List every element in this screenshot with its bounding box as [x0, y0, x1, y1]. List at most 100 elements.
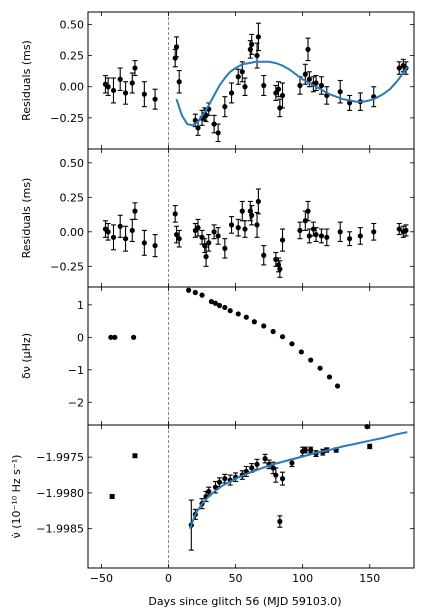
y-tick-label: 0.00	[60, 226, 85, 239]
data-point	[289, 341, 295, 347]
data-point	[261, 323, 267, 329]
data-point	[195, 225, 201, 231]
data-point	[222, 104, 228, 110]
x-tick-label: 50	[229, 572, 243, 585]
data-point	[275, 86, 282, 92]
data-point	[129, 227, 135, 234]
data-point	[215, 233, 221, 239]
data-point	[199, 292, 205, 298]
panel-2: 0.50 0.25 0.00 −0.25 Residuals (ms)	[20, 148, 415, 288]
y-tick-label: 0.25	[60, 191, 85, 204]
data-point	[357, 233, 363, 239]
data-point	[173, 231, 180, 238]
data-point	[308, 357, 314, 363]
data-point	[318, 82, 325, 89]
data-point	[222, 245, 228, 251]
data-point	[308, 447, 314, 453]
data-point	[277, 105, 283, 111]
y-tick-label: 1	[77, 299, 84, 312]
axes-frame	[87, 148, 415, 288]
data-point	[105, 229, 111, 235]
data-point	[203, 112, 209, 118]
data-point	[152, 243, 158, 249]
data-point	[141, 240, 147, 246]
data-point	[222, 476, 228, 482]
x-tick-label: 100	[292, 572, 313, 585]
data-point	[211, 229, 217, 235]
data-point	[122, 236, 129, 242]
data-point	[243, 314, 249, 320]
data-point	[273, 472, 279, 478]
data-point	[249, 41, 255, 47]
data-point	[222, 304, 228, 311]
data-point	[313, 231, 319, 238]
model-curve	[189, 431, 408, 530]
data-point	[396, 65, 402, 71]
data-point	[302, 447, 308, 453]
data-point	[255, 34, 261, 40]
data-point	[206, 488, 212, 495]
data-point	[298, 349, 304, 355]
data-point	[239, 69, 245, 75]
data-point	[215, 130, 221, 136]
y-tick-label: −2	[68, 396, 84, 409]
axes-frame	[87, 286, 415, 426]
data-point	[212, 484, 219, 490]
data-point	[254, 222, 260, 228]
data-point	[228, 90, 235, 96]
data-point	[277, 266, 283, 272]
data-point	[112, 334, 118, 340]
data-point	[396, 226, 402, 232]
data-point	[203, 254, 209, 260]
data-point	[108, 334, 114, 340]
y-tick-label: −0.25	[50, 260, 84, 273]
data-point-square	[109, 494, 115, 499]
data-point	[122, 90, 129, 96]
axes-frame	[87, 424, 415, 569]
data-point	[251, 319, 257, 325]
y-tick-label: −1	[68, 364, 84, 377]
data-point	[254, 461, 260, 467]
data-point	[239, 208, 245, 214]
data-point	[208, 299, 215, 305]
x-tick-label: 150	[359, 572, 380, 585]
data-point	[337, 229, 343, 235]
data-point	[254, 52, 260, 59]
data-point	[347, 236, 353, 242]
y-tick-label: −1.9985	[36, 523, 84, 536]
data-point	[117, 223, 123, 229]
data-point	[305, 208, 311, 214]
data-point	[235, 74, 241, 80]
x-axis-label: Days since glitch 56 (MJD 59103.0)	[148, 595, 341, 608]
data-point	[371, 229, 377, 235]
data-point	[297, 82, 303, 89]
x-tick-label: 0	[165, 572, 172, 585]
y-tick-label: −1.9975	[36, 451, 84, 464]
data-point	[195, 125, 201, 131]
data-point	[235, 225, 241, 231]
y-tick-label: 0.00	[60, 81, 85, 94]
data-point	[235, 311, 241, 317]
data-point	[318, 233, 325, 239]
data-point	[249, 212, 255, 218]
data-point	[228, 222, 235, 228]
axes-frame	[87, 11, 415, 150]
data-point	[297, 227, 303, 234]
data-point	[305, 46, 311, 52]
x-tick-label: −50	[90, 572, 113, 585]
data-point-square	[132, 453, 138, 459]
data-point	[270, 328, 276, 335]
y-tick-label: −0.25	[50, 112, 84, 125]
data-point	[302, 71, 308, 77]
data-point	[326, 374, 333, 380]
data-point	[173, 44, 180, 50]
data-point	[337, 89, 343, 95]
data-point	[186, 287, 192, 293]
panel-4: −50 0 50 100 150 −1.9975 −1.9980 −1.9985 ν̇ (10⁻…	[10, 424, 415, 585]
data-point	[110, 234, 117, 240]
data-point	[242, 84, 248, 90]
data-point	[131, 334, 137, 340]
data-point	[249, 465, 255, 471]
